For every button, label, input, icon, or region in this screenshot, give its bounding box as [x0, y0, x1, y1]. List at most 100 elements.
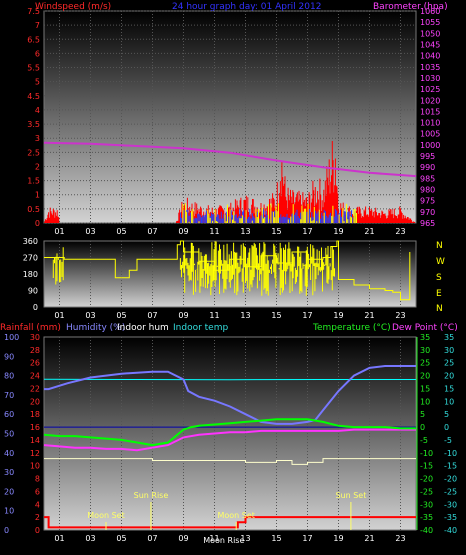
x-tick-label: 01 — [54, 311, 64, 320]
wind-y-tick: 2 — [35, 162, 40, 171]
baro-y-tick: 975 — [420, 197, 435, 206]
indoor-temp-y-tick: -40 — [444, 526, 457, 535]
x-tick-label: 19 — [333, 311, 343, 320]
direction-y-tick: 90 — [28, 287, 38, 296]
rain-y-tick: 14 — [30, 436, 40, 445]
x-tick-label: 07 — [147, 534, 157, 543]
legend-temperature: Temperature (°C) — [312, 323, 391, 333]
indoor-temp-y-tick: -20 — [444, 475, 457, 484]
humidity-y-tick: 10 — [4, 507, 14, 516]
wind-y-tick: 6.5 — [27, 35, 40, 44]
event-label: Sun Set — [335, 491, 366, 500]
humidity-y-tick: 60 — [4, 410, 14, 419]
indoor-temp-y-tick: -5 — [444, 436, 452, 445]
temp-y-tick: 0 — [420, 423, 425, 432]
rain-y-tick: 22 — [30, 384, 40, 393]
humidity-y-tick: 80 — [4, 372, 14, 381]
baro-y-tick: 1020 — [420, 96, 440, 105]
direction-y-tick: 180 — [23, 270, 38, 279]
temp-y-tick: -25 — [420, 487, 433, 496]
indoor-hum-series — [44, 458, 416, 465]
wind-y-tick: 0.5 — [27, 205, 40, 214]
humidity-y-tick: 30 — [4, 468, 14, 477]
x-tick-label: 15 — [271, 311, 281, 320]
indoor-temp-y-tick: 35 — [444, 333, 454, 342]
baro-y-tick: 1045 — [420, 40, 440, 49]
wind-y-tick: 6 — [35, 49, 40, 58]
wind-y-tick: 1.5 — [27, 177, 40, 186]
rain-y-tick: 30 — [30, 333, 40, 342]
direction-y-tick: 0 — [33, 303, 38, 312]
indoor-temp-y-tick: 20 — [444, 372, 454, 381]
indoor-temp-y-tick: 25 — [444, 359, 454, 368]
x-tick-label: 05 — [116, 311, 126, 320]
x-tick-label: 13 — [240, 534, 250, 543]
indoor-temp-y-tick: 5 — [444, 410, 449, 419]
baro-y-tick: 995 — [420, 152, 435, 161]
indoor-temp-y-tick: -35 — [444, 513, 457, 522]
baro-y-tick: 985 — [420, 174, 435, 183]
rain-y-tick: 18 — [30, 410, 40, 419]
humidity-y-tick: 50 — [4, 430, 14, 439]
rain-y-tick: 26 — [30, 359, 40, 368]
event-label: Moon Set — [87, 511, 124, 520]
wind-y-tick: 4.5 — [27, 92, 40, 101]
baro-y-tick: 970 — [420, 208, 435, 217]
humidity-y-tick: 90 — [4, 352, 14, 361]
baro-y-tick: 990 — [420, 163, 435, 172]
humidity-y-tick: 40 — [4, 449, 14, 458]
x-tick-label: 21 — [364, 534, 374, 543]
baro-y-tick: 1030 — [420, 74, 440, 83]
x-tick-label: 23 — [395, 227, 405, 236]
temp-y-tick: 10 — [420, 397, 430, 406]
indoor-temp-y-tick: -15 — [444, 462, 457, 471]
temp-y-tick: 5 — [420, 410, 425, 419]
indoor-temp-y-tick: -30 — [444, 500, 457, 509]
x-tick-label: 09 — [178, 311, 188, 320]
wind-y-tick: 5 — [35, 78, 40, 87]
baro-y-tick: 1040 — [420, 52, 440, 61]
direction-y-tick: 270 — [23, 254, 38, 263]
x-tick-label: 17 — [302, 227, 312, 236]
temp-y-tick: 35 — [420, 333, 430, 342]
x-tick-label: 07 — [147, 227, 157, 236]
rain-y-tick: 4 — [35, 500, 40, 509]
rain-y-tick: 16 — [30, 423, 40, 432]
x-tick-label: 21 — [364, 227, 374, 236]
indoor-temp-y-tick: 10 — [444, 397, 454, 406]
humidity-y-tick: 70 — [4, 391, 14, 400]
baro-y-tick: 1015 — [420, 107, 440, 116]
rain-y-tick: 20 — [30, 397, 40, 406]
compass-n2: N — [436, 304, 443, 314]
direction-variability — [52, 241, 335, 296]
wind-y-tick: 7 — [35, 21, 40, 30]
astro-events: Moon Set Sun Rise Moon Rise Moon Set Sun Set — [87, 491, 366, 545]
baro-y-tick: 1060 — [420, 7, 440, 16]
x-tick-label: 11 — [209, 311, 219, 320]
rainfall-series — [44, 516, 416, 529]
barometer-axis-title: Barometer (hpa) — [373, 2, 448, 12]
legend-indoor-hum: Indoor hum — [117, 323, 169, 333]
wind-avg-series — [182, 203, 357, 223]
humidity-y-tick: 0 — [4, 526, 9, 535]
x-tick-label: 23 — [395, 534, 405, 543]
wind-y-tick: 3.5 — [27, 120, 40, 129]
legend-humidity: Humidity (%) — [66, 323, 125, 333]
baro-y-tick: 980 — [420, 186, 435, 195]
x-tick-label: 05 — [116, 534, 126, 543]
wind-y-tick: 7.5 — [27, 7, 40, 16]
rain-y-tick: 6 — [35, 487, 40, 496]
baro-y-tick: 1010 — [420, 119, 440, 128]
temp-y-tick: 15 — [420, 384, 430, 393]
graph-title: 24 hour graph day: 01 April 2012 — [172, 2, 321, 12]
event-label: Moon Rise — [203, 536, 244, 545]
temp-y-tick: -35 — [420, 513, 433, 522]
data-series — [43, 141, 417, 529]
humidity-series — [44, 365, 416, 425]
temperature-series — [43, 418, 416, 447]
barometer-series — [43, 141, 417, 178]
event-label: Moon Set — [217, 511, 254, 520]
x-tick-label: 07 — [147, 311, 157, 320]
